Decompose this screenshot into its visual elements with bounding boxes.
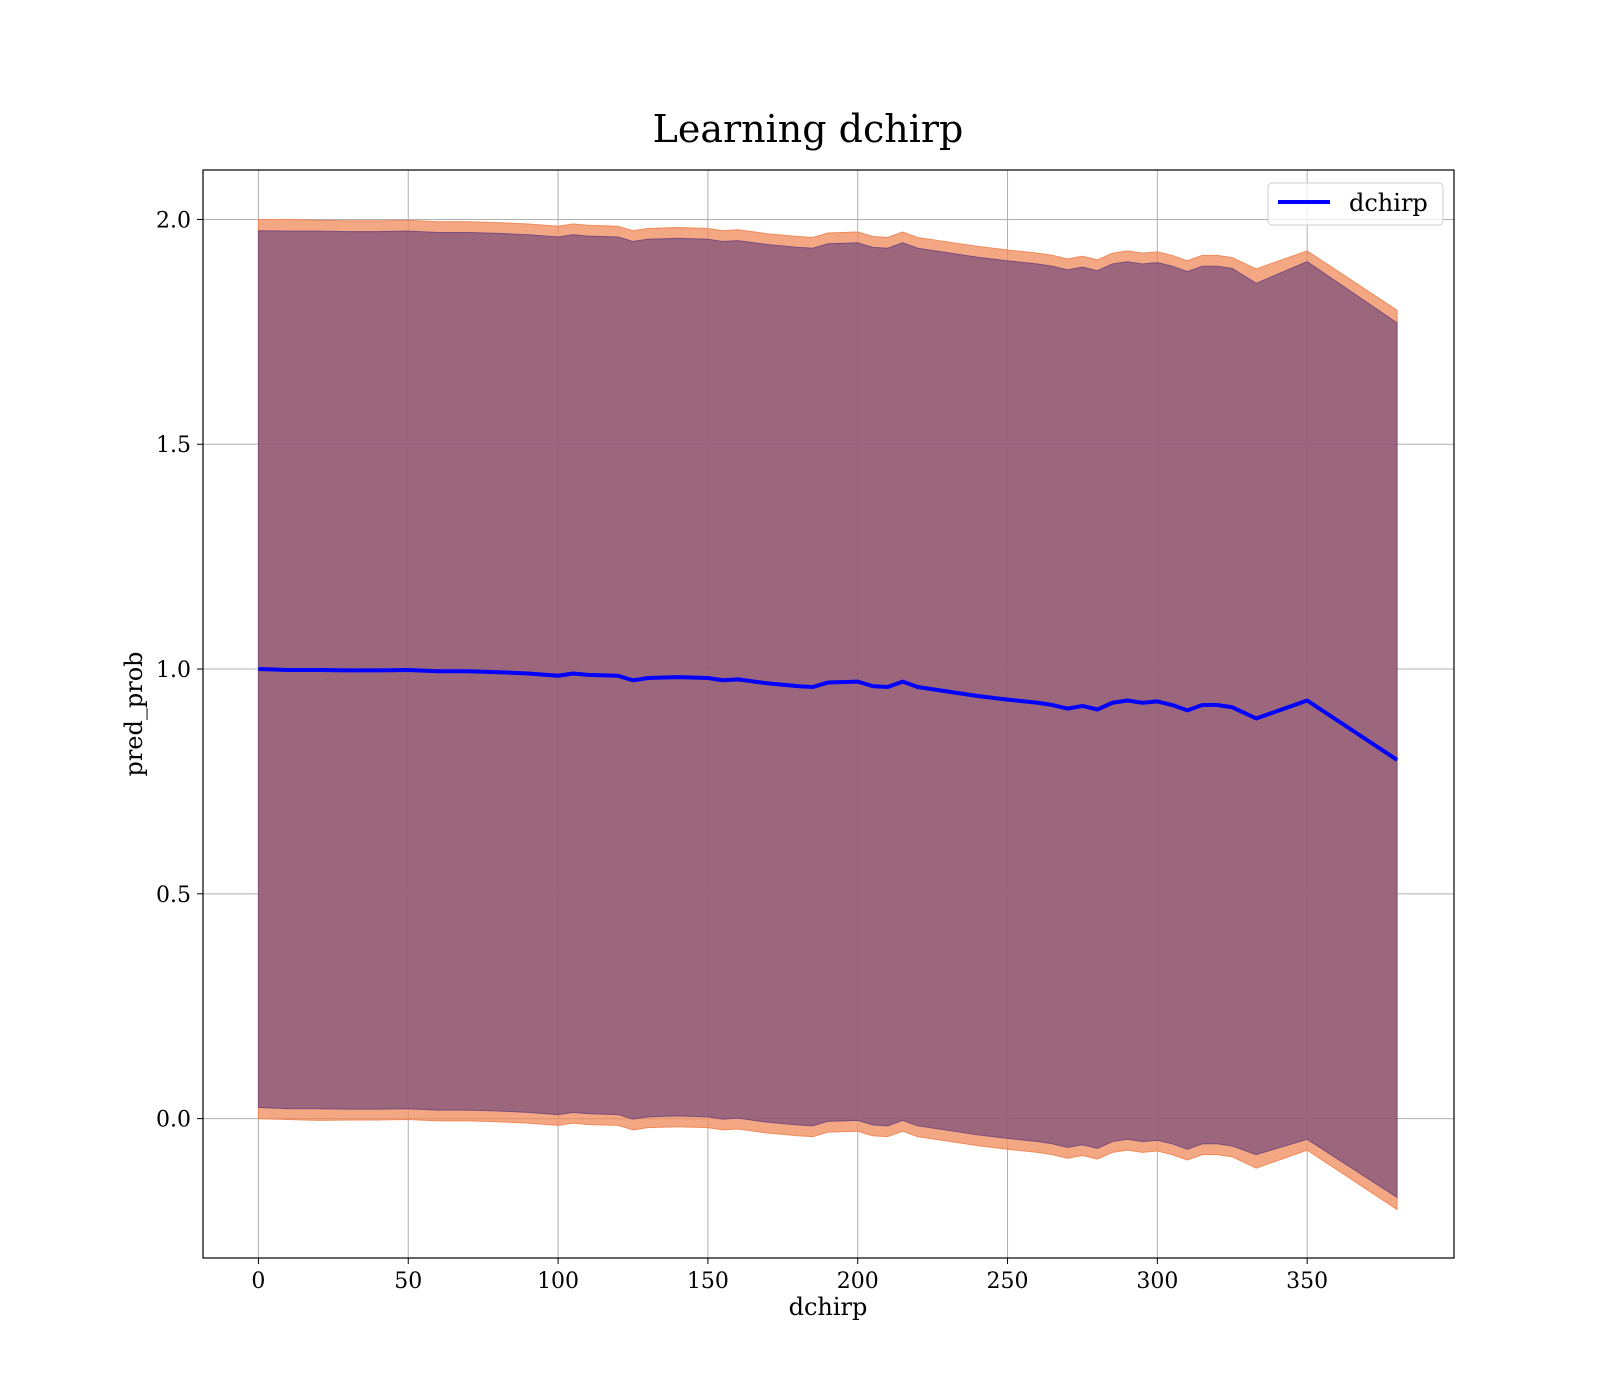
x-tick-label-0: 0 [251,1269,265,1294]
confidence-band-1 [257,230,1398,1199]
y-axis-label: pred_prob [120,651,148,776]
y-tick-label-3: 1.5 [156,433,191,458]
legend-label-dchirp: dchirp [1349,189,1428,217]
x-tick-label-3: 150 [687,1269,729,1294]
confidence-bands [257,218,1398,1211]
y-tick-label-4: 2.0 [156,208,191,233]
legend: dchirp [1267,182,1444,226]
x-tick-label-2: 100 [537,1269,579,1294]
y-tick-label-2: 1.0 [156,658,191,683]
series-lines [258,667,1399,762]
x-tick-label-7: 350 [1286,1269,1328,1294]
x-tick-label-6: 300 [1136,1269,1178,1294]
x-axis-ticks: 0 50 100 150 200 250 300 350 [251,1258,1328,1294]
legend-box [1267,182,1444,226]
x-axis-label: dchirp [789,1293,868,1321]
y-tick-label-0: 0.0 [156,1108,191,1133]
y-tick-label-1: 0.5 [156,883,191,908]
x-tick-label-5: 250 [987,1269,1029,1294]
chart-title: Learning dchirp [653,107,964,151]
y-axis-ticks: 0.0 0.5 1.0 1.5 2.0 [156,208,203,1133]
x-tick-label-4: 200 [837,1269,879,1294]
series-line-dchirp [258,667,1399,762]
x-tick-label-1: 50 [394,1269,422,1294]
plot-frame [202,169,1455,1259]
